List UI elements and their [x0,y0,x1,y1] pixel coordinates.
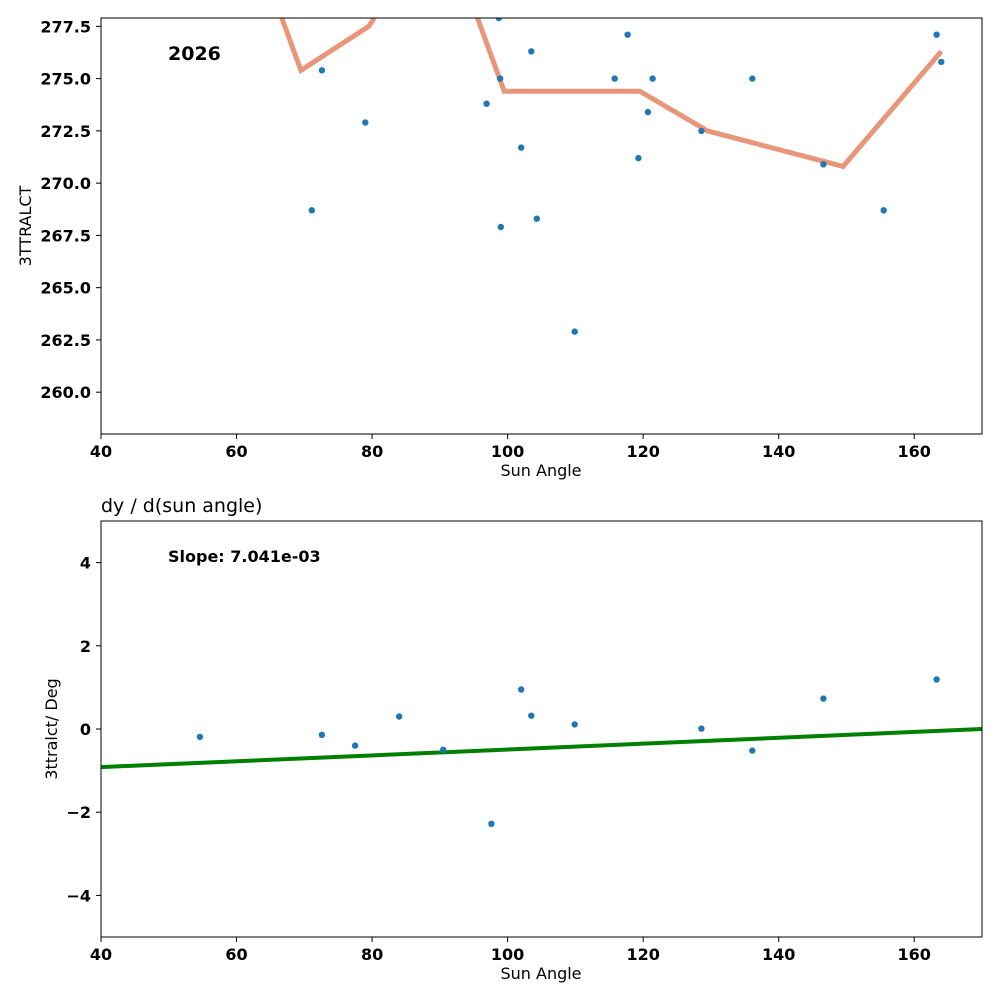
bottom-plot-title: dy / d(sun angle) [101,495,262,517]
data-point [528,48,535,55]
data-point [820,695,827,702]
bottom-y-tick-label: 2 [80,637,91,656]
data-point [698,725,705,732]
bottom-x-tick-label: 60 [225,945,247,964]
bottom-x-tick-label: 140 [762,945,795,964]
bottom-x-tick-label: 40 [90,945,112,964]
top-x-tick-label: 100 [491,442,524,461]
top-x-tick-label: 140 [762,442,795,461]
data-point [351,742,359,749]
top-x-axis-label: Sun Angle [500,461,581,480]
data-point [880,207,887,214]
bottom-y-tick-label: 0 [80,720,91,739]
trend-line [279,18,944,170]
bottom-x-tick-label: 120 [626,945,659,964]
top-x-tick-label: 120 [626,442,659,461]
bottom-x-tick-label: 100 [491,945,524,964]
top-y-tick-label: 267.5 [40,226,91,245]
top-y-tick-label: 262.5 [40,331,91,350]
data-point [649,75,656,82]
top-y-tick-label: 270.0 [40,174,91,193]
top-x-tick-label: 80 [361,442,383,461]
data-point [938,58,945,66]
top-y-axis-label: 3TTRALCT [16,185,35,266]
data-point [571,721,578,728]
top-y-tick-label: 277.5 [40,17,91,36]
bottom-plot-frame [100,520,983,938]
year-annotation: 2026 [168,43,221,65]
data-point [698,127,705,135]
top-x-tick-label: 40 [90,442,112,461]
data-point [518,686,525,693]
top-x-tick-label: 60 [225,442,247,461]
top-scatter-plot: 40 60 80 100 120 140 160 260.0 262.5 265.0 267.5 27… [16,17,983,480]
data-point [318,67,326,74]
data-point [396,713,403,720]
top-y-tick-label: 275.0 [40,70,91,89]
data-point [440,746,447,753]
data-point [497,223,504,231]
data-point [196,733,204,741]
bottom-y-axis-label: 3ttralct/ Deg [42,678,61,779]
data-point [749,747,756,754]
data-point [497,75,504,82]
data-point [635,154,642,162]
bottom-x-tick-label: 80 [361,945,383,964]
bottom-slope-plot: 40 60 80 100 120 140 160 −4 −2 0 2 4 dy / d(sun ang… [42,495,983,983]
data-point [533,215,540,222]
data-point [933,31,940,38]
data-point [624,31,631,38]
data-point [820,161,827,168]
data-point [318,731,326,738]
data-point [749,75,756,82]
bottom-y-tick-label: −4 [66,886,91,905]
data-point [611,75,618,82]
top-x-tick-label: 160 [898,442,931,461]
data-point [518,144,525,151]
top-y-tick-label: 272.5 [40,122,91,141]
data-point [488,820,495,827]
bottom-y-tick-label: −2 [66,803,91,822]
data-point [528,712,535,719]
bottom-x-tick-label: 160 [898,945,931,964]
data-point [308,207,315,214]
top-y-tick-label: 260.0 [40,383,91,402]
data-point [933,676,940,683]
data-point [495,18,502,22]
linear-fit-line [101,727,982,770]
bottom-y-tick-label: 4 [80,554,91,573]
data-point [483,100,490,107]
slope-annotation: Slope: 7.041e-03 [168,547,321,566]
top-plot-frame [100,17,983,435]
data-point [644,108,652,116]
top-y-tick-label: 265.0 [40,279,91,298]
data-point [362,119,369,126]
bottom-x-axis-label: Sun Angle [500,964,581,983]
data-point [571,328,578,335]
